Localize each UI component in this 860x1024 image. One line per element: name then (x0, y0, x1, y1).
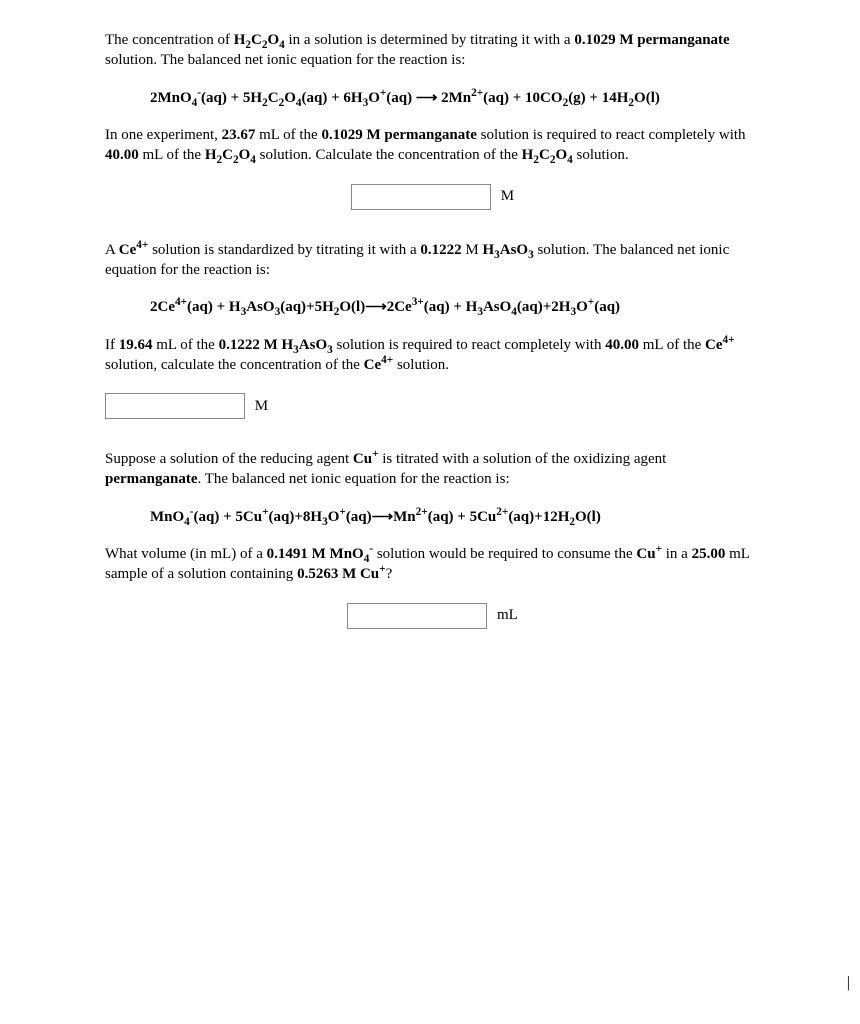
q2-intro: A Ce4+ solution is standardized by titra… (105, 240, 760, 281)
q2-followup: If 19.64 mL of the 0.1222 M H3AsO3 solut… (105, 335, 760, 376)
q1-unit: M (501, 186, 514, 206)
q3-followup: What volume (in mL) of a 0.1491 M MnO4- … (105, 544, 760, 585)
q2-equation: 2Ce4+(aq) + H3AsO3(aq)+5H2O(l)⟶2Ce3+(aq)… (150, 296, 760, 319)
q2-answer-input[interactable] (105, 393, 245, 419)
q2-answer-row: M (105, 393, 760, 419)
q2-unit: M (255, 396, 268, 416)
q3-unit: mL (497, 605, 518, 625)
text-cursor-icon: | (847, 972, 850, 994)
q3-intro: Suppose a solution of the reducing agent… (105, 449, 760, 490)
q1-answer-row: M (105, 184, 760, 210)
q1-followup: In one experiment, 23.67 mL of the 0.102… (105, 125, 760, 166)
q1-equation: 2MnO4-(aq) + 5H2C2O4(aq) + 6H3O+(aq) ⟶ 2… (150, 87, 760, 110)
q3-answer-input[interactable] (347, 603, 487, 629)
q3-answer-row: mL (105, 603, 760, 629)
q3-equation: MnO4-(aq) + 5Cu+(aq)+8H3O+(aq)⟶Mn2+(aq) … (150, 506, 760, 529)
q1-answer-input[interactable] (351, 184, 491, 210)
q1-intro: The concentration of H2C2O4 in a solutio… (105, 30, 760, 71)
